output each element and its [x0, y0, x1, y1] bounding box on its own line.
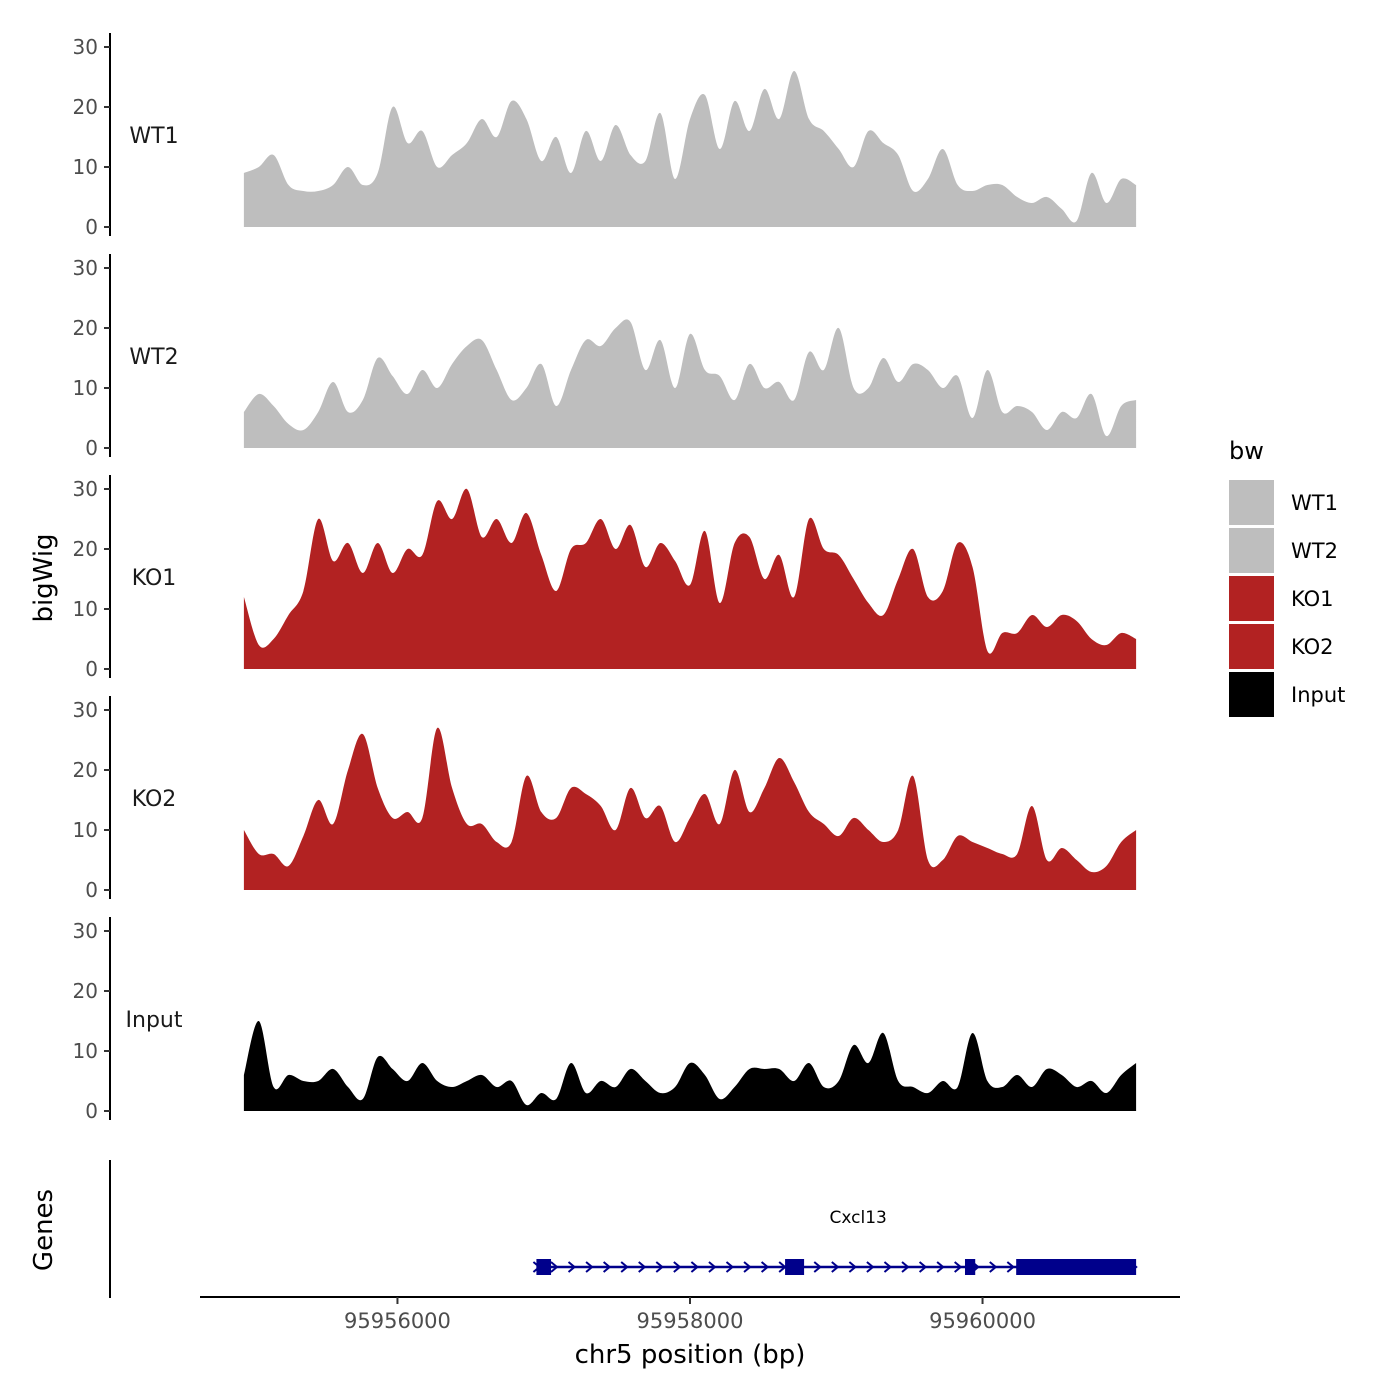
- track-label: WT2: [129, 345, 178, 370]
- legend-label: KO2: [1291, 635, 1334, 659]
- strand-arrow: [585, 1261, 594, 1273]
- y-tick-label: 10: [73, 155, 98, 179]
- y-tick-label: 20: [73, 758, 98, 782]
- x-axis-title: chr5 position (bp): [575, 1340, 806, 1370]
- legend-label: Input: [1291, 683, 1345, 707]
- y-tick-label: 10: [73, 818, 98, 842]
- bigwig-tracks: 0 10 20 30 WT1 0 10 20 30 WT2 0 10 20 30 KO1 0 10 20 30 KO2…: [73, 33, 1137, 1123]
- y-tick-label: 20: [73, 95, 98, 119]
- y-tick-label: 30: [73, 698, 98, 722]
- gene-name-label: Cxcl13: [830, 1208, 887, 1228]
- y-tick-label: 20: [73, 316, 98, 340]
- strand-arrow: [936, 1261, 945, 1273]
- strand-arrow: [673, 1261, 682, 1273]
- strand-arrow: [848, 1261, 857, 1273]
- y-tick-label: 0: [85, 1099, 98, 1123]
- signal-area-ko1: [243, 488, 1137, 669]
- signal-area-input: [243, 1020, 1137, 1111]
- legend-title: bw: [1229, 437, 1264, 465]
- y-tick-label: 0: [85, 436, 98, 460]
- gene-track: Cxcl13: [109, 1160, 1138, 1298]
- strand-arrow: [620, 1261, 629, 1273]
- gene-exon: [964, 1259, 976, 1275]
- track-wt1: 0 10 20 30 WT1: [73, 33, 1137, 239]
- strand-arrow: [743, 1261, 752, 1273]
- y-tick-label: 30: [73, 477, 98, 501]
- gene-track-title: Genes: [29, 1189, 59, 1271]
- strand-arrow: [918, 1261, 928, 1273]
- legend: bw WT1 WT2 KO1 KO2 Input: [1229, 437, 1345, 717]
- track-label: KO2: [132, 787, 177, 812]
- legend-swatch-wt2: [1229, 528, 1274, 573]
- track-ko2: 0 10 20 30 KO2: [73, 696, 1137, 902]
- y-tick-label: 30: [73, 256, 98, 280]
- strand-arrow: [883, 1261, 893, 1273]
- signal-area-wt1: [243, 71, 1137, 227]
- gene-exon: [1016, 1259, 1137, 1275]
- strand-arrow: [1006, 1261, 1015, 1273]
- track-wt2: 0 10 20 30 WT2: [73, 254, 1137, 460]
- y-tick-label: 0: [85, 657, 98, 681]
- strand-arrow: [954, 1261, 963, 1273]
- y-tick-label: 10: [73, 597, 98, 621]
- signal-area-wt2: [243, 319, 1137, 448]
- strand-arrow: [638, 1261, 647, 1273]
- gene-exon: [785, 1259, 805, 1275]
- strand-arrow: [708, 1261, 717, 1273]
- legend-swatch-wt1: [1229, 480, 1274, 525]
- legend-label: WT1: [1291, 491, 1338, 515]
- x-tick-label: 95958000: [637, 1309, 744, 1333]
- track-label: Input: [126, 1008, 183, 1033]
- strand-arrow: [550, 1261, 559, 1273]
- strand-arrow: [866, 1261, 875, 1273]
- legend-label: WT2: [1291, 539, 1338, 563]
- gene-exon: [536, 1259, 552, 1275]
- legend-swatch-ko1: [1229, 576, 1274, 621]
- legend-swatch-input: [1229, 672, 1274, 717]
- legend-label: KO1: [1291, 587, 1334, 611]
- strand-arrow: [831, 1261, 840, 1273]
- y-tick-label: 30: [73, 919, 98, 943]
- x-tick-label: 95960000: [929, 1309, 1036, 1333]
- track-input: 0 10 20 30 Input: [73, 917, 1137, 1123]
- strand-arrow: [602, 1261, 612, 1273]
- y-tick-label: 10: [73, 1039, 98, 1063]
- track-ko1: 0 10 20 30 KO1: [73, 475, 1137, 681]
- x-tick-label: 95956000: [344, 1309, 451, 1333]
- strand-arrow: [760, 1261, 770, 1273]
- strand-arrow: [725, 1261, 735, 1273]
- strand-arrow: [901, 1261, 910, 1273]
- legend-swatch-ko2: [1229, 624, 1274, 669]
- y-tick-label: 20: [73, 537, 98, 561]
- strand-arrow: [690, 1261, 699, 1273]
- y-tick-label: 0: [85, 878, 98, 902]
- signal-area-ko2: [243, 727, 1137, 890]
- y-tick-label: 20: [73, 979, 98, 1003]
- strand-arrow: [989, 1261, 998, 1273]
- track-label: WT1: [129, 124, 178, 149]
- y-tick-label: 10: [73, 376, 98, 400]
- track-label: KO1: [132, 566, 177, 591]
- y-tick-label: 0: [85, 215, 98, 239]
- y-axis-title: bigWig: [29, 533, 59, 622]
- strand-arrow: [813, 1261, 822, 1273]
- strand-arrow: [655, 1261, 664, 1273]
- y-tick-label: 30: [73, 35, 98, 59]
- x-axis: 95956000 95958000 95960000: [200, 1296, 1180, 1333]
- strand-arrow: [567, 1261, 577, 1273]
